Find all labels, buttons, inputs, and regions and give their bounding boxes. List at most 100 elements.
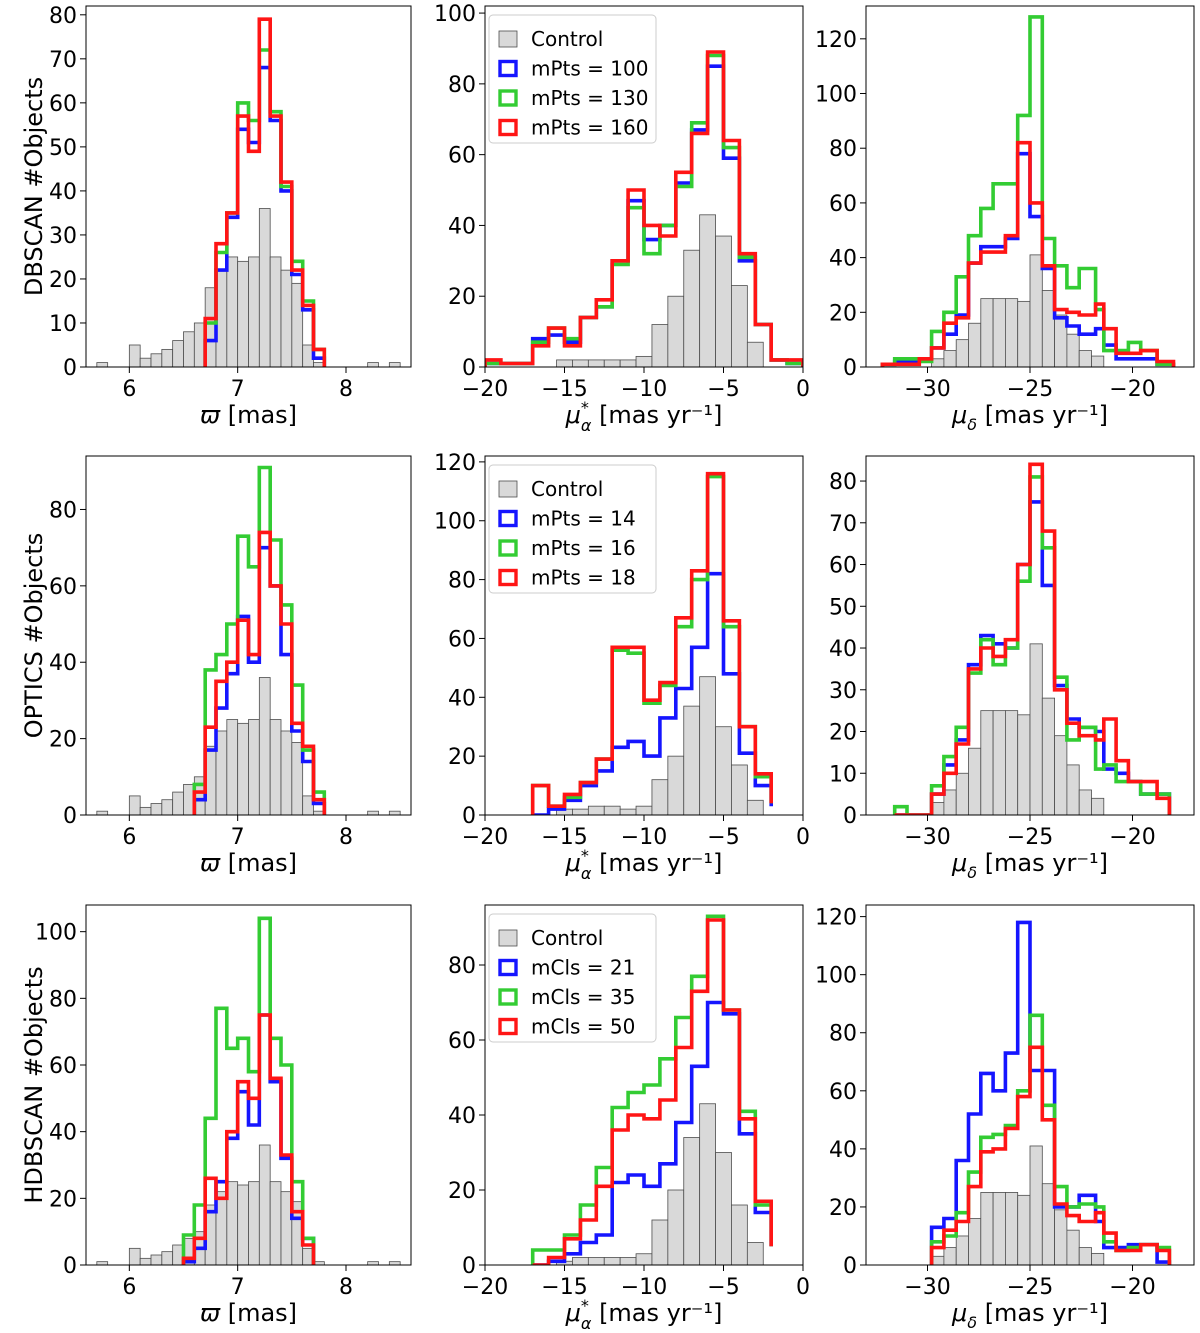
control-bar [931, 802, 945, 815]
legend-swatch-blue [498, 958, 518, 977]
legend-label: mCls = 50 [531, 1015, 635, 1039]
y-tick-label: 20 [829, 301, 857, 326]
y-tick-label: 80 [829, 470, 857, 495]
control-bar [931, 1255, 945, 1265]
legend-box [488, 913, 657, 1043]
control-bar [258, 208, 271, 367]
legend-label: mPts = 100 [531, 57, 648, 81]
panel-optics-pmra: −20 −15 −10 −5 0 0 20 40 60 80 100 120 μ* α [mas yr⁻¹… [434, 451, 810, 883]
y-tick-label: 20 [448, 1179, 476, 1204]
control-bar [269, 256, 282, 367]
y-tick-label: 70 [829, 512, 857, 537]
y-tick-label: 0 [63, 356, 77, 381]
x-tick-label: 6 [122, 377, 136, 402]
control-bar [746, 1242, 764, 1265]
legend-swatch-blue [498, 59, 518, 78]
step-series-red [181, 1013, 316, 1265]
y-tick-label: 40 [829, 637, 857, 662]
control-bar [388, 810, 401, 815]
control-bar [1091, 1252, 1105, 1265]
control-bar [1005, 298, 1019, 367]
x-tick-label: 7 [231, 1275, 245, 1300]
y-tick-label: 0 [843, 356, 857, 381]
panel-dbscan-pmdec: −30 −25 −20 0 20 40 60 80 100 120 μδ [mas yr⁻¹] [815, 5, 1195, 434]
control-bar [1041, 1183, 1056, 1265]
control-bar [603, 1257, 621, 1265]
axes-frame [85, 904, 412, 1266]
x-tick-label: 0 [796, 1275, 810, 1300]
panel-hdbscan-pmra: −20 −15 −10 −5 0 0 20 40 60 80 μ* α [mas yr⁻¹] Contr… [448, 904, 810, 1333]
legend-label: mCls = 21 [531, 956, 635, 980]
legend-label: mPts = 130 [531, 86, 648, 110]
control-bar [258, 1144, 271, 1265]
legend-label: mPts = 160 [531, 116, 648, 140]
y-tick-label: 40 [448, 1104, 476, 1129]
y-tick-label: 20 [49, 728, 77, 753]
control-bar [715, 235, 732, 367]
y-tick-label: 50 [49, 136, 77, 161]
y-tick-label: 60 [448, 627, 476, 652]
y-tick-label: 20 [448, 745, 476, 770]
x-tick-label: −25 [1007, 825, 1053, 850]
y-tick-label: 60 [829, 1080, 857, 1105]
legend-label: mPts = 18 [531, 566, 636, 590]
control-bar [1005, 1192, 1019, 1265]
x-tick-label: −15 [541, 1275, 587, 1300]
control-bar [635, 805, 653, 815]
control-bar [943, 350, 957, 367]
control-bar [1041, 697, 1056, 815]
step-series-group [530, 471, 773, 815]
control-bar [619, 359, 637, 367]
control-bar [968, 1218, 982, 1265]
x-tick-label: −20 [1109, 1275, 1155, 1300]
control-bar [1017, 1194, 1031, 1265]
control-bar [955, 339, 969, 367]
control-bars [556, 1103, 764, 1265]
y-tick-label: 120 [815, 28, 857, 53]
step-series-red [192, 530, 327, 815]
y-tick-label: 40 [49, 1121, 77, 1146]
control-bar [667, 295, 685, 367]
legend-swatch-red [498, 118, 518, 137]
y-tick-label: 40 [829, 1138, 857, 1163]
control-bar [226, 719, 239, 815]
control-bar [1054, 1209, 1068, 1265]
control-bar [1017, 300, 1031, 367]
control-bar [1078, 350, 1092, 367]
control-bar [150, 353, 163, 367]
control-bar [699, 214, 716, 367]
y-tick-label: 20 [448, 285, 476, 310]
control-bar [943, 789, 957, 815]
y-tick-label: 100 [434, 2, 476, 27]
step-series-blue [894, 500, 1172, 815]
control-bar [1066, 1229, 1080, 1265]
control-bar [139, 806, 152, 815]
control-bar [183, 331, 195, 367]
y-tick-label: 80 [49, 987, 77, 1012]
x-axis-label: ϖ [mas] [200, 1299, 297, 1327]
step-series-red [530, 471, 773, 815]
panel-dbscan-pmra: −20 −15 −10 −5 0 0 20 40 60 80 100 μ* α [mas yr⁻¹] Co… [434, 2, 810, 435]
control-bar [269, 719, 282, 815]
control-bar [587, 805, 605, 815]
control-bar [667, 755, 685, 815]
x-tick-label: −20 [462, 377, 508, 402]
control-bars [556, 214, 764, 367]
control-bar [1029, 643, 1043, 815]
control-bar [172, 340, 184, 367]
control-bar [96, 810, 109, 815]
control-bar [572, 1257, 589, 1265]
control-bar [128, 344, 141, 367]
legend-label: mPts = 14 [531, 507, 636, 531]
control-bar [1078, 789, 1092, 815]
control-bar [388, 362, 401, 367]
legend-swatch-red [498, 1017, 518, 1036]
y-tick-label: 40 [448, 214, 476, 239]
x-tick-label: −30 [904, 825, 950, 850]
step-series-red [894, 462, 1172, 815]
y-tick-label: 60 [49, 1054, 77, 1079]
y-tick-label: 0 [63, 804, 77, 829]
legend-label: mCls = 35 [531, 985, 635, 1009]
control-bar [280, 269, 293, 367]
